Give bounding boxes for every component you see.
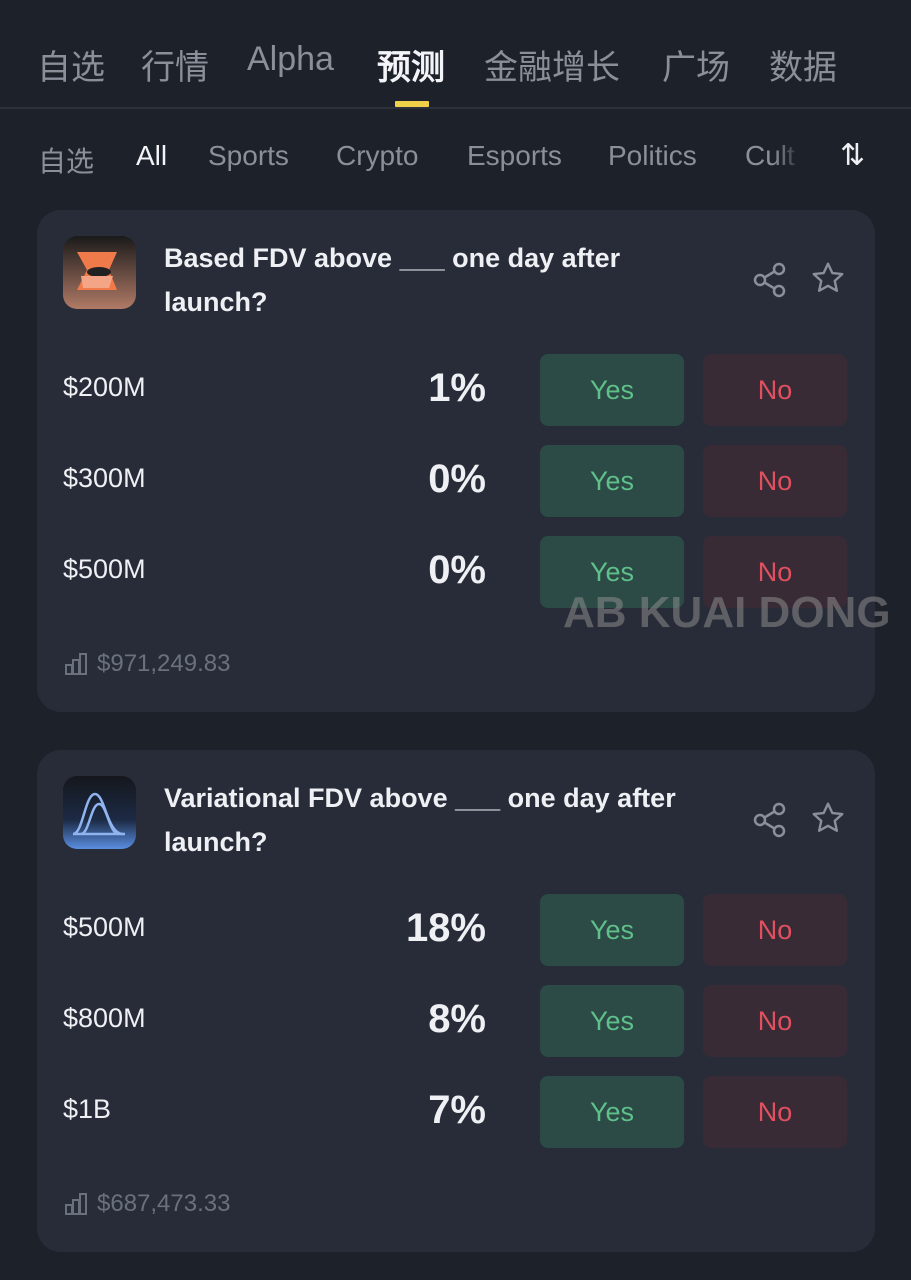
top-tab-watchlist[interactable]: 自选 xyxy=(37,49,105,87)
top-tab-market[interactable]: 行情 xyxy=(141,49,209,87)
share-icon[interactable] xyxy=(752,262,788,298)
bar-chart-icon xyxy=(65,1193,87,1215)
sub-tab-crypto[interactable]: Crypto xyxy=(336,140,419,171)
top-tab-alpha[interactable]: Alpha xyxy=(247,40,334,78)
volume: $971,249.83 xyxy=(65,650,230,678)
outcome-probability: 8% xyxy=(428,997,486,1041)
sub-tab-politics[interactable]: Politics xyxy=(608,140,697,171)
outcome-probability: 7% xyxy=(428,1088,486,1132)
top-tab-finance-growth[interactable]: 金融增长 xyxy=(484,49,620,87)
outcome-label: $300M xyxy=(63,463,146,493)
outcome-probability: 1% xyxy=(428,366,486,410)
active-tab-indicator xyxy=(395,101,429,107)
yes-button[interactable]: Yes xyxy=(540,985,684,1057)
yes-button[interactable]: Yes xyxy=(540,894,684,966)
no-button[interactable]: No xyxy=(703,985,847,1057)
yes-button[interactable]: Yes xyxy=(540,1076,684,1148)
top-tab-prediction[interactable]: 预测 xyxy=(377,49,445,87)
market-card[interactable]: Variational FDV above ___ one day after … xyxy=(37,750,875,1252)
no-button[interactable]: No xyxy=(703,536,847,608)
outcome-row: $1B 7% Yes No xyxy=(37,1076,875,1148)
yes-button[interactable]: Yes xyxy=(540,536,684,608)
outcome-probability: 0% xyxy=(428,457,486,501)
top-nav: 自选 行情 Alpha 预测 金融增长 广场 数据 xyxy=(0,0,911,109)
outcome-row: $300M 0% Yes No xyxy=(37,445,875,517)
sub-tab-esports[interactable]: Esports xyxy=(467,140,562,171)
market-title[interactable]: Variational FDV above ___ one day after … xyxy=(164,783,676,857)
outcome-row: $200M 1% Yes No xyxy=(37,354,875,426)
volume-value: $687,473.33 xyxy=(97,1190,231,1217)
star-icon[interactable] xyxy=(810,260,846,296)
market-title[interactable]: Based FDV above ___ one day after launch… xyxy=(164,243,621,317)
outcome-row: $500M 18% Yes No xyxy=(37,894,875,966)
outcome-row: $500M 0% Yes No xyxy=(37,536,875,608)
no-button[interactable]: No xyxy=(703,894,847,966)
outcome-label: $500M xyxy=(63,554,146,584)
top-tab-square[interactable]: 广场 xyxy=(662,49,730,87)
based-logo xyxy=(63,236,136,309)
yes-button[interactable]: Yes xyxy=(540,445,684,517)
bar-chart-icon xyxy=(65,653,87,675)
sub-tab-all[interactable]: All xyxy=(136,140,168,171)
outcome-label: $800M xyxy=(63,1003,146,1033)
volume-value: $971,249.83 xyxy=(97,650,231,677)
no-button[interactable]: No xyxy=(703,1076,847,1148)
outcome-label: $500M xyxy=(63,912,146,942)
outcome-label: $1B xyxy=(63,1094,112,1124)
share-icon[interactable] xyxy=(752,802,788,838)
sub-tab-culture[interactable]: Cult xyxy=(745,140,795,171)
no-button[interactable]: No xyxy=(703,445,847,517)
sub-tab-watchlist[interactable]: 自选 xyxy=(38,146,95,177)
top-tab-data[interactable]: 数据 xyxy=(769,49,837,87)
market-card[interactable]: Based FDV above ___ one day after launch… xyxy=(37,210,875,712)
sort-arrows-icon[interactable]: ⇅ xyxy=(840,139,866,172)
yes-button[interactable]: Yes xyxy=(540,354,684,426)
outcome-probability: 18% xyxy=(405,906,486,950)
variational-logo xyxy=(63,776,136,849)
outcome-probability: 0% xyxy=(428,548,486,592)
sub-tab-sports[interactable]: Sports xyxy=(208,140,289,171)
no-button[interactable]: No xyxy=(703,354,847,426)
outcome-row: $800M 8% Yes No xyxy=(37,985,875,1057)
star-icon[interactable] xyxy=(810,800,846,836)
outcome-label: $200M xyxy=(63,372,146,402)
volume: $687,473.33 xyxy=(65,1190,230,1218)
